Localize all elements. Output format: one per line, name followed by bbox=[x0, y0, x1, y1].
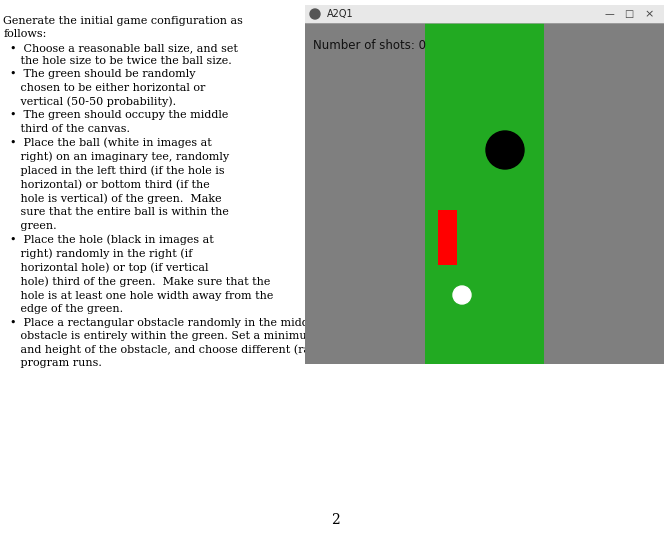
Bar bbox=[438, 210, 457, 265]
Text: A2Q1: A2Q1 bbox=[327, 9, 354, 19]
Circle shape bbox=[453, 286, 471, 304]
Circle shape bbox=[310, 9, 320, 19]
Text: □: □ bbox=[624, 9, 634, 19]
Circle shape bbox=[486, 131, 524, 169]
Bar bbox=[305, 5, 664, 23]
Text: —: — bbox=[604, 9, 614, 19]
Bar bbox=[425, 23, 545, 364]
Text: Generate the initial game configuration as
follows:
  •  Choose a reasonable bal: Generate the initial game configuration … bbox=[3, 16, 537, 368]
Text: 2: 2 bbox=[330, 513, 340, 527]
Text: ×: × bbox=[645, 9, 654, 19]
Text: Number of shots: 0: Number of shots: 0 bbox=[313, 39, 426, 52]
